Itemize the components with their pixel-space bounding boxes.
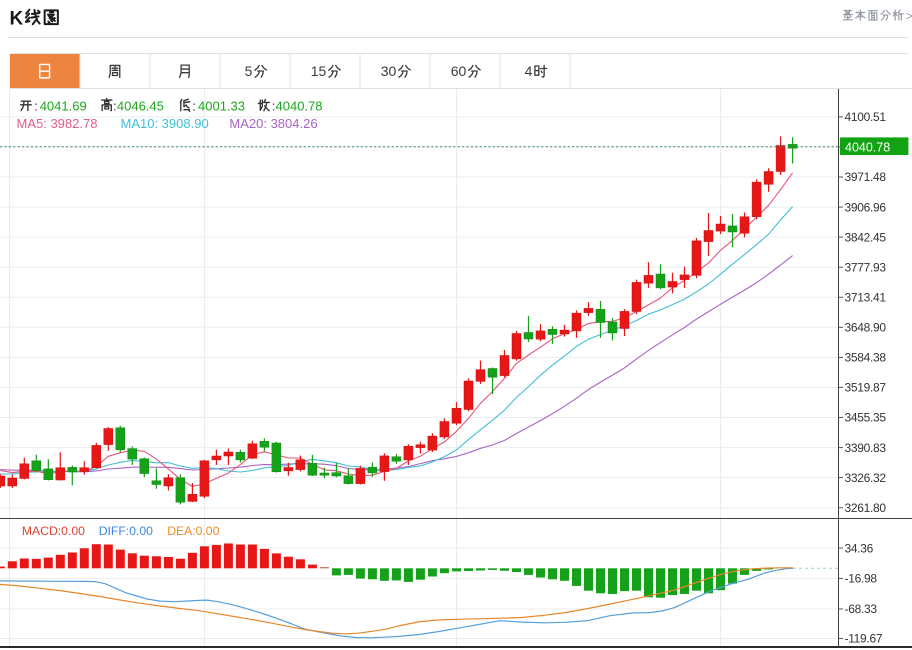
svg-text:4041.69: 4041.69 (40, 98, 87, 113)
svg-text:3777.93: 3777.93 (845, 260, 887, 274)
svg-text:4046.45: 4046.45 (117, 98, 164, 113)
svg-text:-16.98: -16.98 (845, 572, 878, 586)
svg-text::: : (272, 98, 276, 113)
svg-text::: : (113, 98, 117, 113)
svg-text:4001.33: 4001.33 (198, 98, 245, 113)
svg-text:34.36: 34.36 (845, 541, 874, 555)
svg-text:MA20: 3804.26: MA20: 3804.26 (229, 116, 317, 131)
svg-text:3390.83: 3390.83 (845, 441, 887, 455)
svg-text:5: 5 (245, 63, 253, 79)
svg-text:3971.48: 3971.48 (845, 170, 887, 184)
svg-text:3326.32: 3326.32 (845, 471, 887, 485)
svg-text:4040.78: 4040.78 (845, 140, 890, 154)
svg-text:3261.80: 3261.80 (845, 501, 887, 515)
svg-text::: : (34, 98, 38, 113)
svg-text:4: 4 (525, 63, 533, 79)
svg-text:60: 60 (451, 63, 467, 79)
svg-text:DIFF:0.00: DIFF:0.00 (99, 524, 153, 538)
svg-text:3842.45: 3842.45 (845, 230, 887, 244)
svg-text:3519.87: 3519.87 (845, 381, 887, 395)
svg-text:-119.67: -119.67 (845, 632, 883, 646)
svg-text:MACD:0.00: MACD:0.00 (22, 524, 85, 538)
svg-text:MA5: 3982.78: MA5: 3982.78 (17, 116, 98, 131)
svg-text:3455.35: 3455.35 (845, 411, 887, 425)
svg-text:>: > (906, 9, 912, 23)
svg-text:-68.33: -68.33 (845, 602, 878, 616)
svg-text:15: 15 (311, 63, 327, 79)
svg-text:DEA:0.00: DEA:0.00 (167, 524, 219, 538)
svg-text:3713.41: 3713.41 (845, 291, 887, 305)
svg-text:3906.96: 3906.96 (845, 200, 887, 214)
svg-text:MA10: 3908.90: MA10: 3908.90 (121, 116, 209, 131)
svg-text:4040.78: 4040.78 (276, 98, 323, 113)
svg-text:30: 30 (381, 63, 397, 79)
svg-text:3648.90: 3648.90 (845, 321, 887, 335)
svg-text::: : (192, 98, 196, 113)
svg-text:4100.51: 4100.51 (845, 110, 887, 124)
svg-text:K: K (10, 9, 24, 30)
svg-text:3584.38: 3584.38 (845, 351, 887, 365)
